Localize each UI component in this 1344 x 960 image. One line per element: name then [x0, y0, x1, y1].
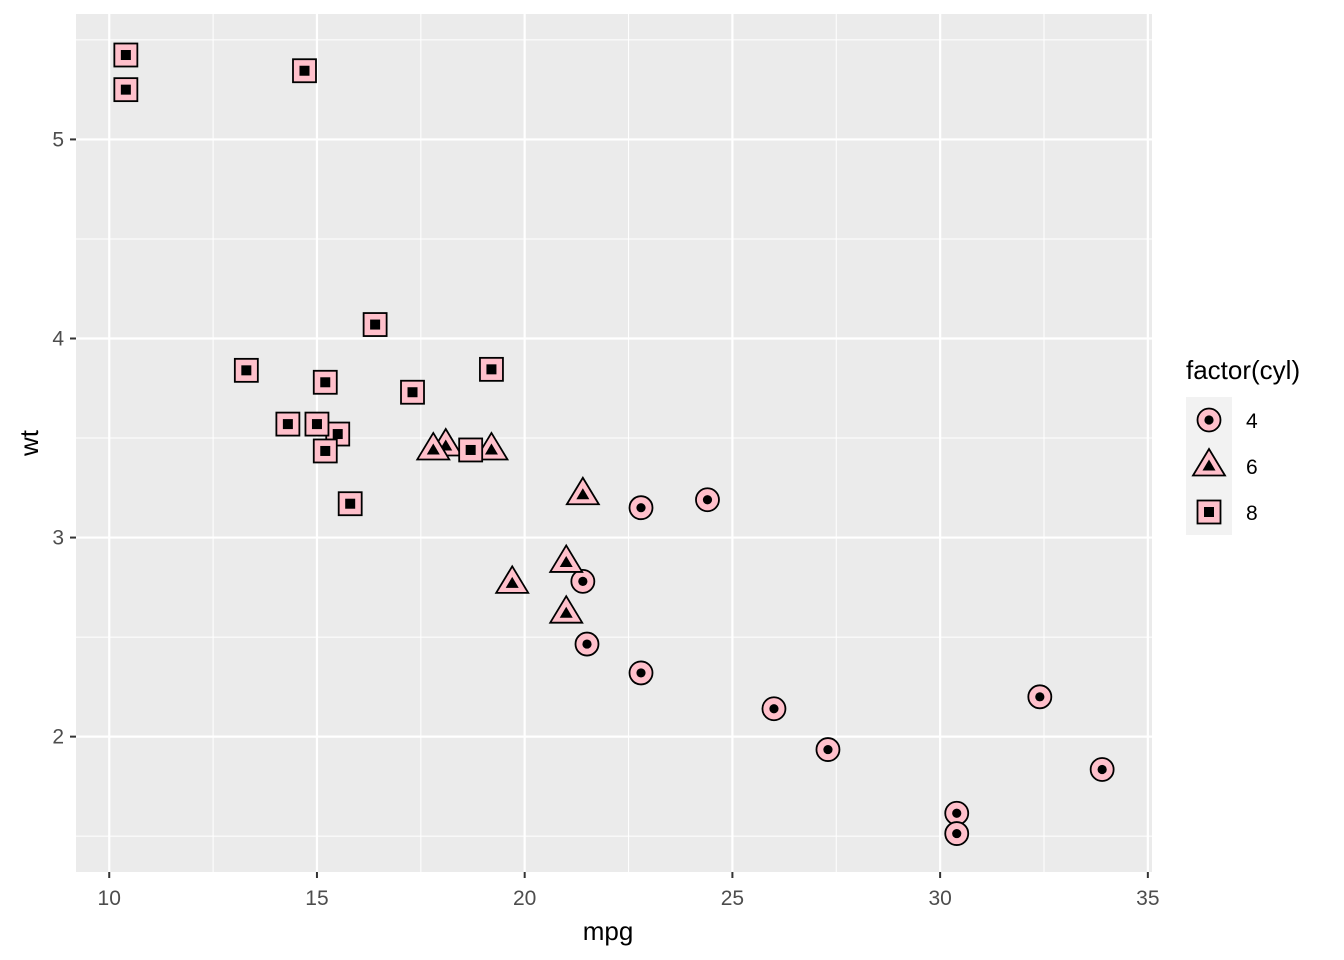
data-point-cyl-4 — [944, 821, 970, 846]
y-tick-label: 5 — [52, 128, 64, 151]
data-point-cyl-8 — [400, 379, 425, 405]
y-tick-label: 2 — [52, 726, 64, 749]
data-point-cyl-4 — [628, 660, 654, 686]
legend-label-6: 6 — [1246, 456, 1258, 479]
major-grid — [76, 14, 1152, 872]
data-point-cyl-4 — [815, 737, 841, 762]
x-tick-label: 35 — [1136, 887, 1159, 910]
x-tick-label: 25 — [721, 887, 744, 910]
data-point-cyl-6 — [415, 431, 451, 461]
x-tick-label: 10 — [98, 887, 121, 910]
legend-key-8 — [1196, 499, 1222, 525]
data-point-cyl-8 — [479, 356, 504, 382]
data-point-cyl-6 — [473, 431, 510, 461]
data-point-cyl-4 — [628, 495, 654, 521]
plot-panel — [76, 14, 1152, 872]
minor-grid — [76, 14, 1152, 872]
data-point-cyl-8 — [113, 42, 139, 68]
data-point-cyl-6 — [565, 476, 601, 506]
data-point-cyl-8 — [113, 77, 139, 103]
data-point-cyl-6 — [494, 564, 530, 594]
data-point-cyl-4 — [574, 631, 600, 657]
data-point-cyl-4 — [1027, 684, 1053, 710]
data-point-cyl-8 — [275, 411, 301, 437]
y-axis-title: wt — [14, 429, 44, 457]
legend-label-4: 4 — [1246, 410, 1258, 433]
data-point-cyl-8 — [337, 491, 363, 517]
data-point-cyl-8 — [292, 58, 317, 84]
legend: factor(cyl) 4 6 8 — [1186, 355, 1300, 535]
data-point-cyl-8 — [312, 438, 338, 464]
data-points — [113, 42, 1115, 846]
data-point-cyl-4 — [695, 487, 720, 513]
y-tick-label: 4 — [52, 327, 64, 350]
x-tick-label: 20 — [513, 887, 536, 910]
data-point-cyl-8 — [312, 369, 338, 395]
legend-key-4 — [1196, 407, 1222, 433]
legend-key-6 — [1191, 447, 1227, 477]
data-point-cyl-4 — [944, 800, 970, 826]
data-point-cyl-4 — [761, 696, 787, 722]
data-point-cyl-6 — [548, 594, 584, 624]
legend-title: factor(cyl) — [1186, 355, 1300, 385]
x-tick-label: 30 — [928, 887, 951, 910]
y-axis-ticks: 2 3 4 5 — [52, 128, 76, 749]
data-point-cyl-8 — [233, 357, 259, 383]
data-point-cyl-8 — [304, 411, 330, 437]
x-axis-title: mpg — [583, 916, 634, 946]
data-point-cyl-4 — [570, 568, 596, 594]
y-tick-label: 3 — [52, 527, 64, 550]
x-axis-ticks: 10 15 20 25 30 35 — [98, 872, 1160, 910]
data-point-cyl-8 — [362, 312, 388, 337]
data-point-cyl-6 — [548, 543, 584, 573]
data-point-cyl-8 — [458, 437, 484, 463]
x-tick-label: 15 — [305, 887, 328, 910]
legend-label-8: 8 — [1246, 502, 1258, 525]
data-point-cyl-4 — [1089, 757, 1115, 782]
legend-keys — [1191, 407, 1227, 525]
